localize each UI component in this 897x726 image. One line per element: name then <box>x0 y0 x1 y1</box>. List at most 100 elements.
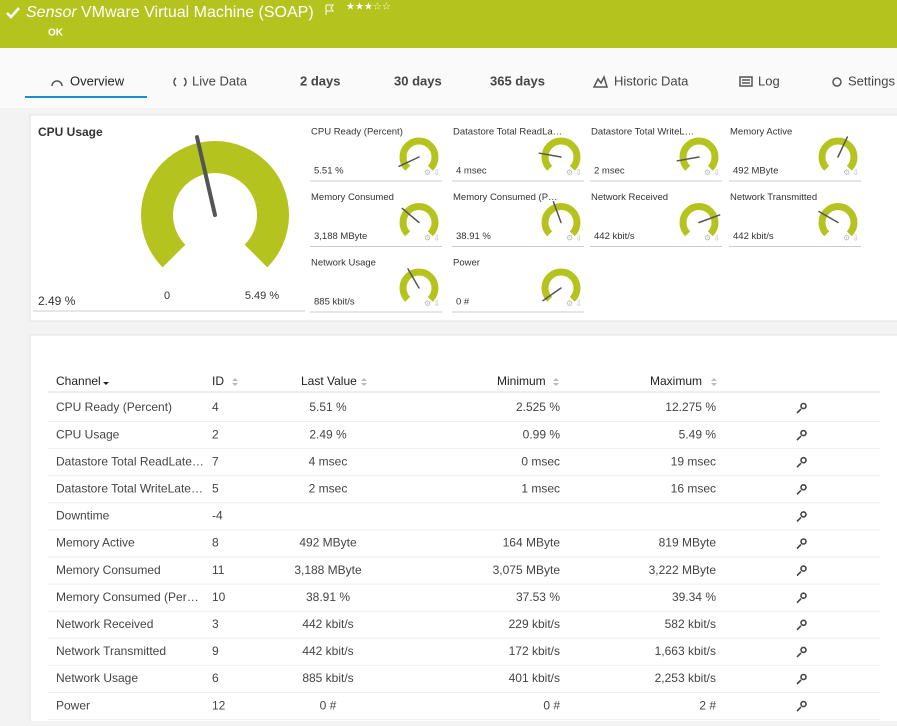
cell: CPU Ready (Percent) <box>56 400 172 414</box>
gauge-name: Network Transmitted <box>730 192 817 203</box>
gauge-tools[interactable]: ⚙ ⇩ <box>566 168 582 177</box>
gauge-needle <box>818 210 839 224</box>
gauge-needle <box>542 287 562 302</box>
cell: 3,222 MByte <box>649 563 717 577</box>
cell: 3,188 MByte <box>294 563 362 577</box>
sensor-prefix: Sensor <box>26 4 77 21</box>
cell: 2 # <box>699 698 716 712</box>
cell: 401 kbit/s <box>509 671 560 685</box>
gauge-name: CPU Ready (Percent) <box>311 127 403 138</box>
row-action-icon[interactable] <box>796 565 807 577</box>
gauge-needle <box>538 152 562 158</box>
gauge-needle <box>398 156 420 168</box>
gauge-tools[interactable]: ⚙ ⇩ <box>566 299 582 308</box>
cell: 2 <box>212 427 219 441</box>
gauge-value: 0 # <box>456 297 470 308</box>
gauge-tools[interactable]: ⚙ ⇩ <box>424 299 440 308</box>
cell: Network Usage <box>56 671 138 685</box>
sensor-title: VMware Virtual Machine (SOAP) <box>81 4 314 21</box>
cell: 1 msec <box>521 481 560 495</box>
row-action-icon[interactable] <box>796 511 807 522</box>
column-header[interactable]: ID <box>212 374 224 388</box>
gauge-tools[interactable]: ⚙ ⇩ <box>704 168 720 177</box>
row-action-icon[interactable] <box>796 592 807 604</box>
gauge-tools[interactable]: ⚙ ⇩ <box>566 234 582 243</box>
cell: 2,253 kbit/s <box>655 671 716 685</box>
tab[interactable]: Live Data <box>192 73 248 88</box>
cell: -4 <box>212 509 223 523</box>
column-header[interactable]: Last Value <box>301 374 357 388</box>
tab[interactable]: 30 days <box>394 73 442 88</box>
cell: 2.49 % <box>309 427 347 441</box>
cell: 38.91 % <box>306 590 350 604</box>
tab-icon <box>51 80 63 87</box>
header-bar <box>0 0 897 48</box>
gauge-arc <box>818 137 858 171</box>
gauge-arc <box>541 268 581 302</box>
row-action-icon[interactable] <box>796 673 807 685</box>
column-header[interactable]: Minimum <box>497 374 546 388</box>
gauge-arc <box>541 137 581 171</box>
row-action-icon[interactable] <box>796 456 807 468</box>
row-action-icon[interactable] <box>796 402 807 414</box>
sort-icon <box>103 382 109 385</box>
tab[interactable]: Log <box>758 73 780 88</box>
gauge-needle <box>837 136 849 158</box>
main-gauge <box>141 135 289 268</box>
tab[interactable]: 365 days <box>490 73 545 88</box>
gauge-value: 3,188 MByte <box>314 231 367 242</box>
cell: Power <box>56 698 90 712</box>
gauge-name: Network Usage <box>311 258 376 269</box>
gauge-name: Memory Consumed <box>311 192 394 203</box>
cell: 11 <box>212 563 225 577</box>
column-header[interactable]: Channel <box>56 374 101 388</box>
cell: 2.525 % <box>516 400 560 414</box>
cell: 39.34 % <box>672 590 716 604</box>
cell: 4 <box>212 400 219 414</box>
gauge-tools[interactable]: ⚙ ⇩ <box>424 234 440 243</box>
tab[interactable]: Historic Data <box>614 73 689 88</box>
cell: 172 kbit/s <box>509 644 560 658</box>
tab[interactable]: Settings <box>848 73 895 88</box>
column-header[interactable]: Maximum <box>650 374 702 388</box>
tab-icon <box>739 76 753 87</box>
cell: 12 <box>212 698 226 712</box>
gauge-value: 442 kbit/s <box>733 231 774 242</box>
gauge-tools[interactable]: ⚙ ⇩ <box>424 168 440 177</box>
sort-icon <box>553 378 559 386</box>
cell: 5.51 % <box>309 400 347 414</box>
gauge-tools[interactable]: ⚙ ⇩ <box>843 168 859 177</box>
cell: 582 kbit/s <box>665 617 716 631</box>
cell: 7 <box>212 454 219 468</box>
small-gauges: CPU Ready (Percent) 5.51 % ⚙ ⇩ Datastore To… <box>310 127 861 313</box>
row-action-icon[interactable] <box>796 700 807 712</box>
gauge-value: 5.51 % <box>314 166 344 177</box>
main-gauge-value: 2.49 % <box>38 294 76 308</box>
tab[interactable]: Overview <box>70 73 125 88</box>
cell: 819 MByte <box>659 536 717 550</box>
row-action-icon[interactable] <box>796 484 807 495</box>
cell: 10 <box>212 590 226 604</box>
gauge-value: 492 MByte <box>733 166 778 177</box>
cell: Network Transmitted <box>56 644 166 658</box>
flag-icon[interactable] <box>325 4 334 15</box>
cell: Network Received <box>56 617 153 631</box>
gauge-name: Datastore Total WriteL… <box>591 127 694 138</box>
tab[interactable]: 2 days <box>300 73 340 88</box>
cell: 5 <box>212 481 219 495</box>
row-action-icon[interactable] <box>796 646 807 658</box>
gauge-needle <box>407 268 420 289</box>
gauge-panel <box>29 114 897 322</box>
gauge-tools[interactable]: ⚙ ⇩ <box>704 234 720 243</box>
row-action-icon[interactable] <box>796 619 807 631</box>
check-icon <box>6 7 20 19</box>
gauge-tools[interactable]: ⚙ ⇩ <box>843 234 859 243</box>
main-gauge-max: 5.49 % <box>245 290 279 302</box>
stars[interactable]: ★★★☆☆ <box>346 2 391 13</box>
cell: 442 kbit/s <box>302 644 353 658</box>
tab-icon <box>832 77 842 87</box>
row-action-icon[interactable] <box>796 538 807 550</box>
row-action-icon[interactable] <box>796 429 807 441</box>
